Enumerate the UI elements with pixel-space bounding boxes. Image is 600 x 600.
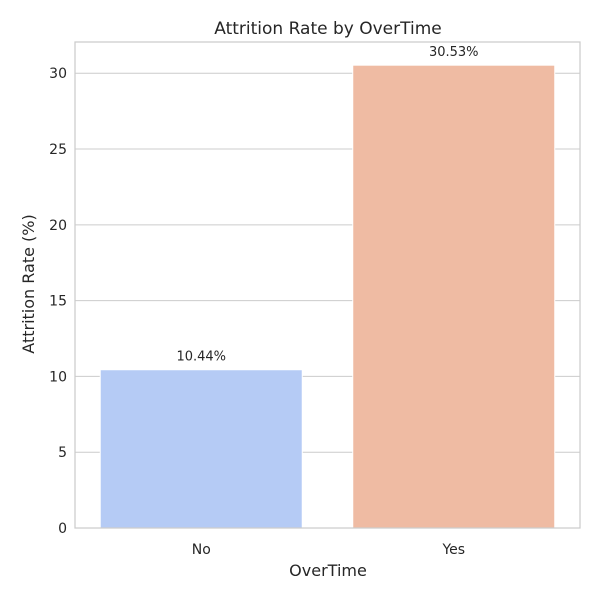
chart-title: Attrition Rate by OverTime	[214, 19, 441, 39]
plot-frame	[74, 41, 581, 529]
x-tick-label-no: No	[192, 542, 211, 558]
y-tick-label: 25	[49, 142, 67, 158]
y-tick-labels: 0 5 10 15 20 25 30	[49, 66, 67, 537]
y-tick-label: 30	[49, 66, 67, 82]
y-tick-label: 0	[58, 521, 67, 537]
data-labels: 10.44% 30.53%	[176, 45, 478, 365]
plot-border	[74, 41, 581, 529]
bar-no	[99, 369, 303, 529]
data-label-no: 10.44%	[176, 350, 226, 365]
y-axis-label: Attrition Rate (%)	[19, 214, 38, 353]
x-axis-label: OverTime	[289, 561, 367, 580]
y-tick-label: 15	[49, 294, 67, 310]
y-tick-label: 10	[49, 369, 67, 385]
bar-yes	[352, 64, 556, 529]
bars	[99, 64, 556, 529]
x-tick-label-yes: Yes	[441, 542, 465, 558]
data-label-yes: 30.53%	[429, 45, 479, 60]
y-tick-label: 5	[58, 445, 67, 461]
y-tick-label: 20	[49, 218, 67, 234]
x-tick-labels: No Yes	[192, 542, 465, 558]
